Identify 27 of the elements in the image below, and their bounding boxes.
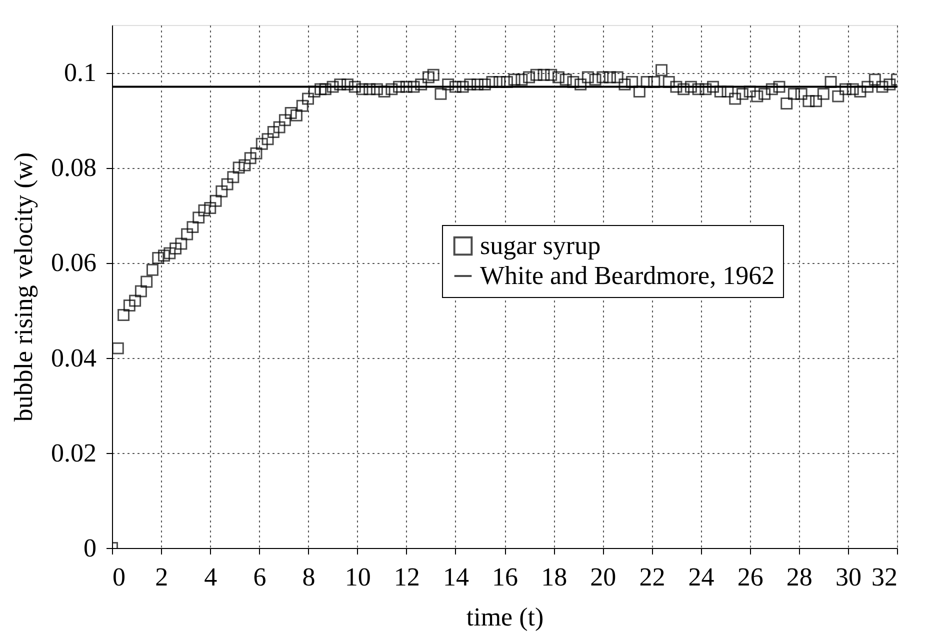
x-tick-label: 24: [688, 562, 714, 592]
x-tick-label: 16: [492, 562, 518, 592]
x-tick-label: 18: [541, 562, 568, 592]
y-tick-label: 0.02: [51, 438, 96, 468]
x-tick-label: 12: [394, 562, 420, 592]
x-tick-label: 6: [253, 562, 266, 592]
x-tick-label: 26: [737, 562, 764, 592]
x-tick-label: 28: [786, 562, 812, 592]
x-tick-label: 32: [872, 562, 898, 592]
x-tick-label: 20: [590, 562, 616, 592]
y-tick-label: 0.08: [51, 153, 96, 182]
y-tick-label: 0.04: [51, 343, 96, 372]
x-tick-label: 22: [639, 562, 666, 592]
x-tick-label: 0: [112, 562, 126, 592]
y-tick-label: 0.06: [51, 248, 96, 278]
x-tick-label: 30: [835, 562, 862, 592]
legend-label: White and Beardmore, 1962: [480, 261, 775, 290]
x-tick-label: 10: [344, 562, 371, 592]
legend-label: sugar syrup: [480, 231, 601, 260]
y-tick-label: 0.1: [64, 58, 96, 88]
x-axis-title: time (t): [466, 602, 544, 632]
x-tick-label: 8: [302, 562, 316, 592]
x-tick-label: 14: [442, 562, 469, 592]
x-tick-label: 2: [155, 562, 168, 592]
x-tick-label: 4: [204, 562, 218, 592]
y-axis-title: bubble rising velocity (w): [9, 152, 38, 422]
y-tick-label: 0: [84, 534, 96, 562]
